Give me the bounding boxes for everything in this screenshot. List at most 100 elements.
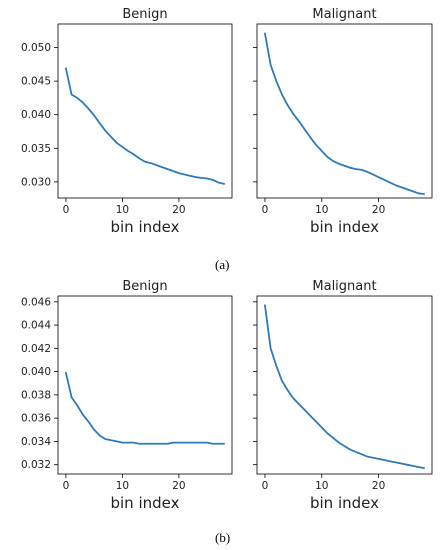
data-point	[321, 427, 323, 429]
data-point	[116, 142, 118, 144]
data-point	[110, 439, 112, 441]
data-point	[400, 463, 402, 465]
data-point	[400, 186, 402, 188]
data-point	[127, 442, 129, 444]
data-point	[372, 457, 374, 459]
data-point	[412, 465, 414, 467]
data-point	[71, 94, 73, 96]
data-point	[321, 150, 323, 152]
x-tick-label: 0	[262, 204, 269, 216]
data-point	[423, 467, 425, 469]
data-point	[304, 129, 306, 131]
data-point	[195, 176, 197, 178]
data-point	[332, 437, 334, 439]
data-point	[270, 64, 272, 66]
x-axis-label: bin index	[110, 218, 179, 236]
data-point	[292, 113, 294, 115]
data-point	[189, 442, 191, 444]
panel-2: Malignant 0 10 20 bin index	[253, 7, 433, 236]
data-point	[127, 150, 129, 152]
data-point	[99, 435, 101, 437]
panel-4: Malignant 0 10 20 bin index	[253, 279, 433, 512]
data-point	[138, 157, 140, 159]
data-point	[144, 443, 146, 445]
data-point	[93, 429, 95, 431]
data-point	[406, 464, 408, 466]
data-point	[212, 443, 214, 445]
caption-b: (b)	[215, 530, 231, 545]
data-point	[281, 94, 283, 96]
y-tick-label: 0.040	[21, 109, 51, 121]
data-point	[88, 108, 90, 110]
data-point	[65, 372, 67, 374]
x-tick-label: 10	[116, 480, 129, 492]
data-point	[218, 182, 220, 184]
data-point	[93, 114, 95, 116]
data-point	[327, 432, 329, 434]
data-point	[116, 441, 118, 443]
data-point	[144, 161, 146, 163]
data-point	[155, 443, 157, 445]
data-point	[361, 453, 363, 455]
series-line	[264, 304, 425, 470]
y-tick-label: 0.034	[21, 436, 51, 448]
data-point	[275, 80, 277, 82]
data-point	[223, 443, 225, 445]
data-point	[366, 456, 368, 458]
data-point	[184, 174, 186, 176]
data-point	[264, 304, 266, 306]
data-point	[99, 123, 101, 125]
x-axis-label: bin index	[110, 494, 179, 512]
x-tick-label: 0	[262, 480, 269, 492]
data-point	[292, 397, 294, 399]
data-point	[338, 442, 340, 444]
y-tick-label: 0.050	[21, 42, 51, 54]
data-point	[201, 177, 203, 179]
data-point	[372, 174, 374, 176]
data-point	[315, 144, 317, 146]
data-point	[423, 193, 425, 195]
data-point	[327, 156, 329, 158]
data-point	[270, 347, 272, 349]
data-point	[150, 443, 152, 445]
y-tick-label: 0.040	[21, 366, 51, 378]
x-tick-label: 10	[315, 204, 328, 216]
panel-3: Benign 0 10 20 0.032 0.034 0.036 0.038 0.040 0.04…	[21, 279, 233, 512]
series-line	[65, 67, 225, 185]
data-point	[304, 409, 306, 411]
data-point	[65, 67, 67, 69]
plot-frame	[256, 23, 433, 199]
x-tick-label: 20	[372, 480, 385, 492]
data-point	[122, 146, 124, 148]
data-point	[212, 179, 214, 181]
series-line	[264, 32, 425, 195]
data-point	[178, 442, 180, 444]
data-point	[344, 165, 346, 167]
x-axis-label: bin index	[310, 494, 379, 512]
y-tick-label: 0.038	[21, 389, 51, 401]
data-point	[172, 170, 174, 172]
data-point	[206, 178, 208, 180]
data-point	[349, 449, 351, 451]
x-tick-label: 20	[172, 480, 185, 492]
data-point	[383, 459, 385, 461]
data-point	[395, 461, 397, 463]
data-point	[122, 442, 124, 444]
data-point	[88, 421, 90, 423]
data-point	[150, 162, 152, 164]
x-tick-label: 0	[63, 480, 70, 492]
data-point	[172, 442, 174, 444]
data-point	[383, 179, 385, 181]
data-point	[155, 164, 157, 166]
data-point	[167, 443, 169, 445]
panel-title: Malignant	[312, 279, 376, 294]
data-point	[355, 451, 357, 453]
data-point	[366, 171, 368, 173]
data-point	[275, 365, 277, 367]
data-point	[110, 136, 112, 138]
data-point	[378, 176, 380, 178]
data-point	[395, 184, 397, 186]
data-point	[138, 443, 140, 445]
data-point	[195, 442, 197, 444]
